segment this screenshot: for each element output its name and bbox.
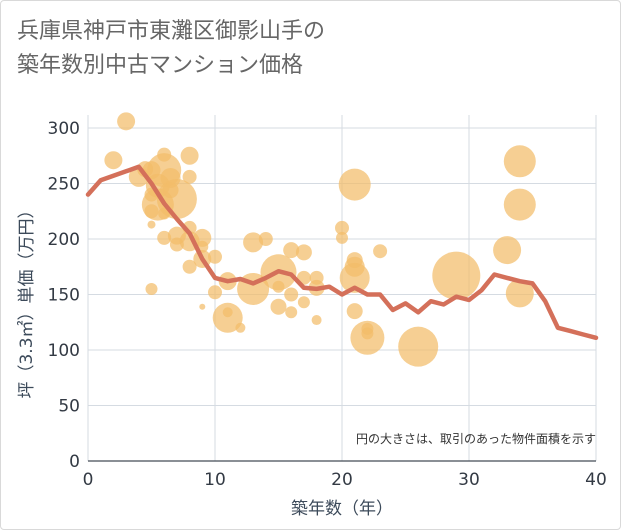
y-tick-label: 50	[58, 397, 80, 417]
data-bubble	[157, 230, 172, 245]
data-bubble	[180, 146, 199, 165]
x-tick-label: 0	[83, 470, 94, 490]
data-bubble	[193, 228, 212, 247]
data-bubble	[373, 244, 388, 259]
data-bubble	[505, 279, 534, 308]
y-tick-label: 100	[48, 341, 80, 361]
data-bubble	[117, 112, 136, 131]
data-bubble	[212, 302, 243, 333]
data-bubble	[182, 259, 197, 274]
x-tick-label: 10	[204, 470, 226, 490]
data-bubble	[208, 285, 222, 300]
data-bubble	[311, 315, 322, 326]
data-bubble	[336, 231, 348, 244]
bubble-size-note: 円の大きさは、取引のあった物件面積を示す	[356, 431, 596, 446]
y-axis-title: 坪（3.3㎡）単価（万円）	[17, 201, 37, 398]
y-tick-label: 150	[48, 286, 80, 306]
data-bubble	[339, 262, 370, 293]
data-bubble	[235, 322, 246, 333]
data-bubble	[285, 306, 298, 319]
data-bubble	[493, 236, 522, 265]
data-bubble	[284, 287, 299, 302]
trend-line-group	[85, 164, 599, 341]
data-bubble	[338, 168, 371, 201]
data-bubble	[144, 204, 159, 219]
x-tick-label: 30	[458, 470, 480, 490]
data-bubble	[208, 249, 222, 264]
bubble-series	[104, 112, 536, 367]
data-bubble	[104, 151, 123, 170]
data-bubble	[335, 220, 349, 235]
x-axis-title: 築年数（年）	[291, 499, 393, 519]
data-bubble	[157, 147, 172, 162]
x-tick-label: 40	[585, 470, 607, 490]
data-bubble	[270, 298, 287, 315]
data-bubble	[243, 232, 264, 253]
chart-title: 兵庫県神戸市東灘区御影山手の 築年数別中古マンション価格	[17, 19, 326, 78]
data-bubble	[145, 282, 158, 295]
data-bubble	[432, 251, 481, 300]
y-tick-label: 300	[48, 119, 80, 139]
y-tick-label: 0	[69, 452, 80, 472]
data-bubble	[182, 169, 197, 184]
data-bubble	[297, 296, 310, 309]
data-bubble	[503, 188, 536, 221]
data-bubble	[199, 303, 206, 310]
data-bubble	[295, 244, 312, 261]
data-bubble	[283, 242, 300, 259]
data-bubble	[503, 145, 536, 178]
data-bubble	[272, 280, 285, 293]
y-tick-label: 200	[48, 230, 80, 250]
data-bubble	[350, 320, 385, 355]
data-bubble	[147, 220, 156, 229]
data-bubble	[258, 232, 273, 246]
axes: 0 10 20 30 40 0 50 100 150 200 250 300	[48, 119, 607, 490]
x-tick-label: 20	[331, 470, 353, 490]
y-tick-label: 250	[48, 175, 80, 195]
trend-line	[85, 164, 599, 341]
data-bubble	[346, 303, 363, 320]
data-bubble	[398, 326, 439, 367]
